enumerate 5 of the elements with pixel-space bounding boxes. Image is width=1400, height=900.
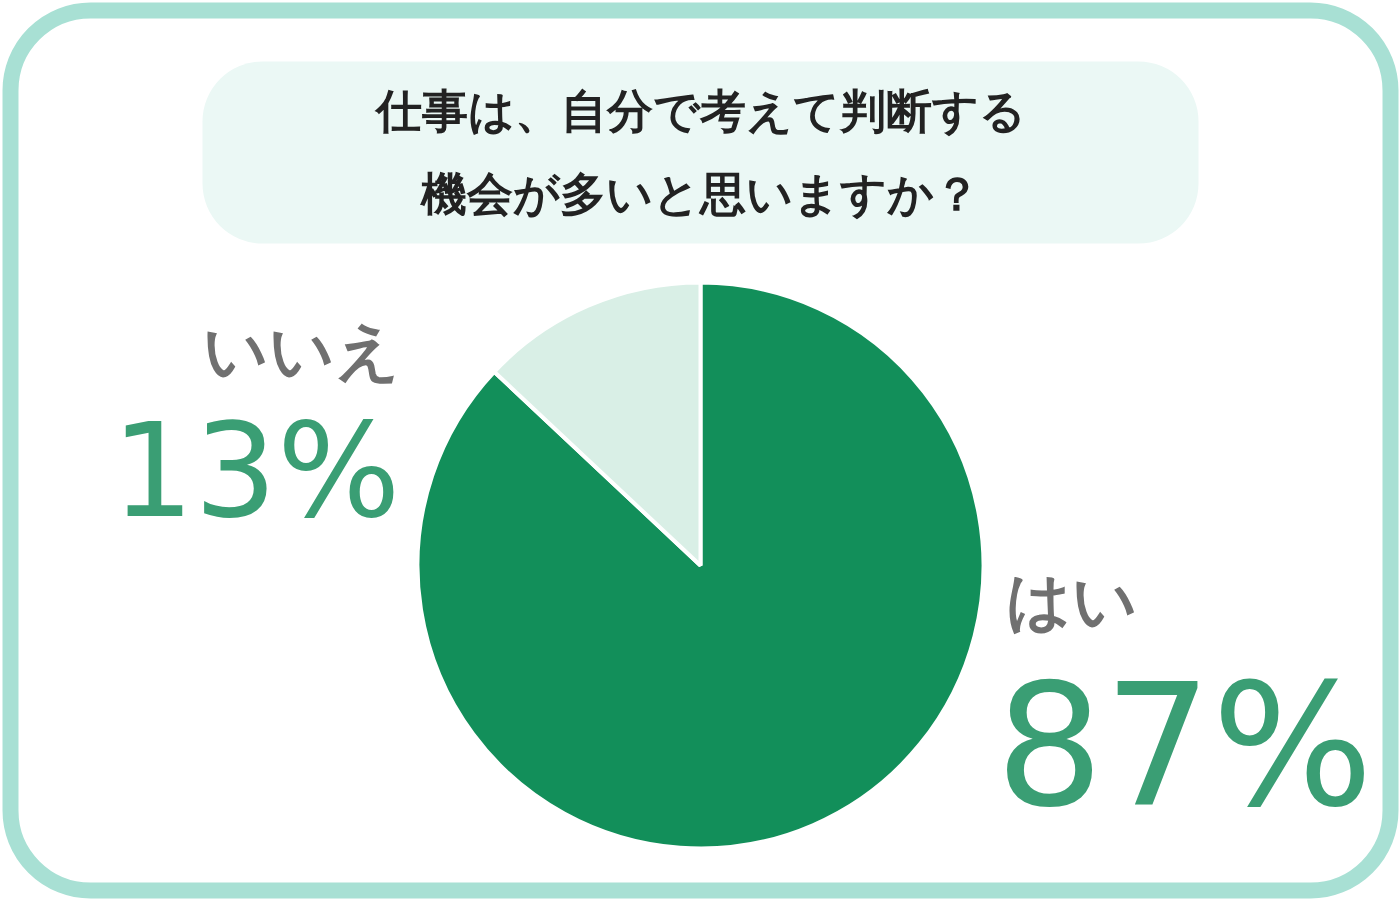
slice-label: はい bbox=[1005, 563, 1138, 638]
data-label: 87% bbox=[995, 646, 1374, 845]
chart-title: 仕事は、自分で考えて判断する機会が多いと思いますか？ bbox=[373, 83, 1026, 222]
data-label: 13% bbox=[111, 394, 401, 547]
slice-label: いいえ bbox=[202, 313, 401, 388]
